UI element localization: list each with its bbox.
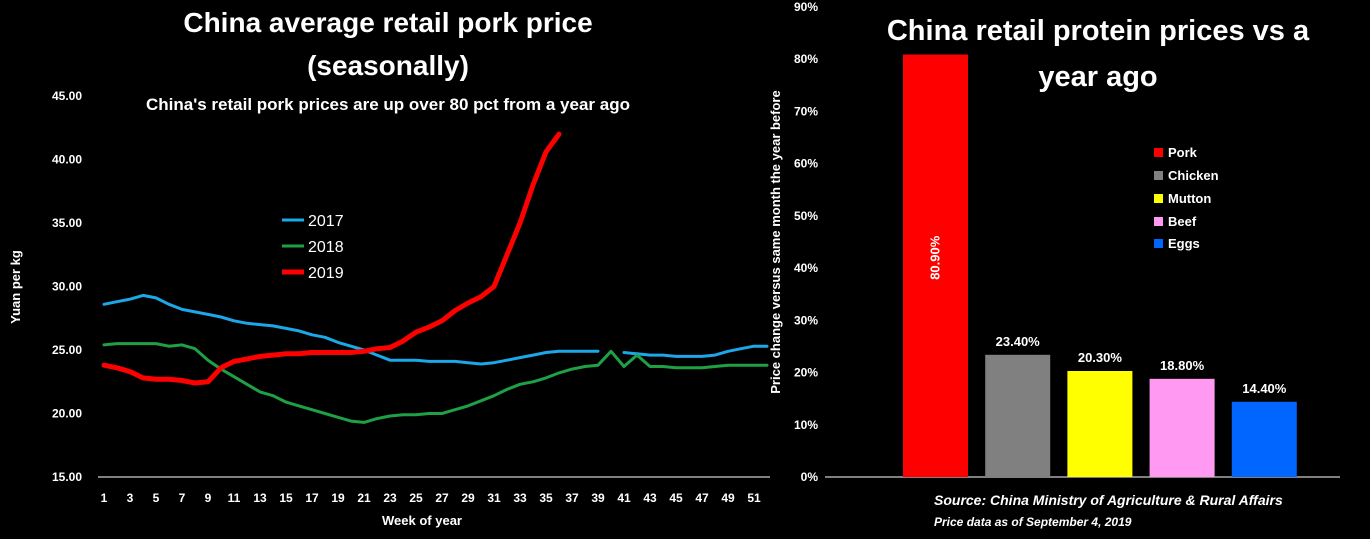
line-chart-xtick-label: 31: [487, 491, 501, 505]
line-chart-xtick-label: 21: [357, 491, 371, 505]
line-chart-xtick-label: 23: [383, 491, 397, 505]
bar-chart-ytick-label: 70%: [794, 104, 818, 118]
line-chart-xtick-label: 45: [669, 491, 683, 505]
line-chart-xtick-label: 17: [305, 491, 319, 505]
line-chart: China average retail pork price (seasona…: [8, 7, 770, 528]
bar-chart-ytick-label: 90%: [794, 0, 818, 14]
line-chart-xtick-label: 1: [101, 491, 108, 505]
bar-data-label: 80.90%: [928, 235, 943, 280]
line-chart-xtick-label: 3: [127, 491, 134, 505]
line-chart-ytick-label: 45.00: [52, 89, 82, 103]
line-chart-xlabel: Week of year: [382, 513, 462, 528]
bar-data-label: 18.80%: [1160, 358, 1205, 373]
legend-label-eggs: Eggs: [1168, 236, 1200, 251]
bar-chart-ytick-label: 30%: [794, 313, 818, 327]
bar-beef: [1149, 378, 1215, 477]
bar-data-label: 23.40%: [996, 334, 1041, 349]
line-chart-series: [101, 131, 769, 424]
legend-label-2017: 2017: [308, 213, 344, 230]
line-chart-xtick-label: 5: [153, 491, 160, 505]
line-chart-xtick-label: 15: [279, 491, 293, 505]
bar-chart: China retail protein prices vs a year ag…: [768, 0, 1340, 529]
bar-chart-ytick-label: 80%: [794, 52, 818, 66]
line-chart-xtick-label: 39: [591, 491, 605, 505]
source-line: Source: China Ministry of Agriculture & …: [934, 492, 1283, 508]
legend-swatch-eggs: [1154, 239, 1163, 248]
line-chart-xtick-label: 13: [253, 491, 267, 505]
line-chart-xtick-label: 47: [695, 491, 709, 505]
bar-mutton: [1067, 370, 1133, 477]
bar-chart-bars: 80.90% 23.40% 20.30% 18.80% 14.40%: [903, 54, 1297, 478]
legend-label-pork: Pork: [1168, 145, 1198, 160]
legend-label-chicken: Chicken: [1168, 168, 1219, 183]
bar-chart-ytick-label: 0%: [801, 470, 819, 484]
series-line-2017: [622, 344, 769, 358]
legend-swatch-chicken: [1154, 171, 1163, 180]
bar-chart-legend: Pork Chicken Mutton Beef Eggs: [1154, 145, 1219, 251]
bar-chart-ylabel: Price change versus same month the year …: [768, 90, 783, 393]
legend-label-mutton: Mutton: [1168, 191, 1211, 206]
bar-data-label: 20.30%: [1078, 350, 1123, 365]
line-chart-ylabel: Yuan per kg: [8, 250, 23, 324]
line-chart-xtick-label: 9: [205, 491, 212, 505]
line-chart-ytick-label: 20.00: [52, 407, 82, 421]
line-chart-xtick-label: 43: [643, 491, 657, 505]
line-chart-xtick-label: 51: [747, 491, 761, 505]
line-chart-subtitle: China's retail pork prices are up over 8…: [146, 95, 630, 114]
line-chart-xtick-label: 27: [435, 491, 449, 505]
legend-swatch-beef: [1154, 217, 1163, 226]
bar-chart-title-line1: China retail protein prices vs a: [887, 15, 1310, 47]
line-chart-xtick-label: 35: [539, 491, 553, 505]
line-chart-xtick-label: 33: [513, 491, 527, 505]
legend-label-2019: 2019: [308, 265, 344, 282]
bar-chart-y-ticks: 0% 10% 20% 30% 40% 50% 60% 70% 80% 90%: [794, 0, 818, 484]
line-chart-xtick-label: 37: [565, 491, 579, 505]
series-line-2019: [101, 131, 562, 386]
line-chart-legend: 2017 2018 2019: [282, 213, 344, 282]
line-chart-ytick-label: 15.00: [52, 470, 82, 484]
series-line-2017: [102, 293, 600, 366]
line-chart-xtick-label: 29: [461, 491, 475, 505]
legend-swatch-pork: [1154, 148, 1163, 157]
bar-chart-ytick-label: 40%: [794, 261, 818, 275]
bar-chart-ytick-label: 20%: [794, 366, 818, 380]
legend-label-beef: Beef: [1168, 214, 1197, 229]
date-line: Price data as of September 4, 2019: [934, 515, 1132, 529]
bar-pork: [903, 54, 968, 478]
line-chart-xtick-label: 25: [409, 491, 423, 505]
line-chart-title-line2: (seasonally): [307, 50, 469, 81]
bar-chicken: [985, 354, 1051, 477]
line-chart-xtick-label: 41: [617, 491, 631, 505]
bar-chart-ytick-label: 60%: [794, 157, 818, 171]
line-chart-x-ticks: 1 3 5 7 9 11 13 15 17 19 21 23 25 27 29 31 33 35 37 39 41 43 4…: [101, 491, 761, 505]
line-chart-ytick-label: 35.00: [52, 216, 82, 230]
bar-data-label: 14.40%: [1242, 381, 1287, 396]
line-chart-xtick-label: 19: [331, 491, 345, 505]
line-chart-ytick-label: 30.00: [52, 280, 82, 294]
bar-chart-title-line2: year ago: [1038, 61, 1157, 93]
bar-chart-ytick-label: 10%: [794, 418, 818, 432]
bar-eggs: [1231, 401, 1297, 477]
line-chart-ytick-label: 40.00: [52, 153, 82, 167]
line-chart-xtick-label: 49: [721, 491, 735, 505]
line-chart-y-ticks: 15.00 20.00 25.00 30.00 35.00 40.00 45.00: [52, 89, 82, 484]
legend-label-2018: 2018: [308, 239, 344, 256]
legend-swatch-mutton: [1154, 194, 1163, 203]
line-chart-xtick-label: 7: [179, 491, 186, 505]
bar-chart-ytick-label: 50%: [794, 209, 818, 223]
series-line-2018: [102, 342, 769, 424]
line-chart-ytick-label: 25.00: [52, 343, 82, 357]
line-chart-title-line1: China average retail pork price: [183, 7, 592, 38]
line-chart-xtick-label: 11: [228, 491, 241, 505]
